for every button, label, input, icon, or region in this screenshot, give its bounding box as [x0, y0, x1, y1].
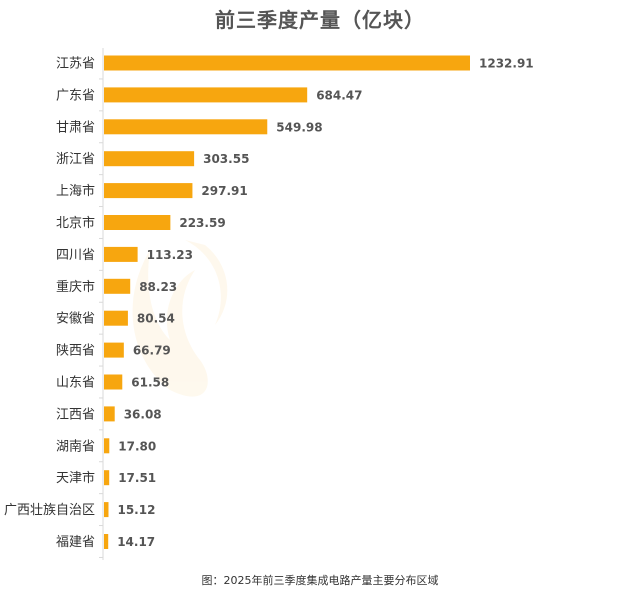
bar-row: 湖南省 17.80 — [56, 438, 156, 463]
value-label: 1232.91 — [479, 57, 534, 71]
category-label: 江苏省 — [56, 56, 95, 72]
category-label: 陕西省 — [56, 344, 95, 359]
bar — [104, 151, 195, 167]
bar-row: 四川省 113.23 — [56, 246, 193, 271]
bar — [104, 470, 110, 486]
bar-row: 福建省 14.17 — [56, 534, 155, 558]
bar — [104, 119, 268, 135]
bar — [104, 278, 131, 294]
value-label: 223.59 — [179, 216, 225, 230]
value-label: 303.55 — [203, 152, 249, 166]
value-label: 66.79 — [133, 344, 171, 358]
bar — [104, 374, 123, 390]
category-label: 湖南省 — [56, 438, 95, 454]
bar — [104, 406, 115, 422]
bar-row: 上海市 297.91 — [56, 183, 248, 208]
value-label: 297.91 — [201, 184, 247, 198]
category-label: 山东省 — [56, 376, 95, 391]
bar — [104, 342, 124, 358]
category-label: 广西壮族自治区 — [4, 502, 95, 518]
bar-row: 江西省 36.08 — [56, 406, 162, 431]
value-label: 80.54 — [137, 312, 175, 326]
bar-row: 甘肃省 549.98 — [56, 119, 323, 144]
category-label: 广东省 — [56, 88, 95, 103]
bar — [104, 215, 171, 230]
bar-row: 重庆市 88.23 — [56, 278, 177, 303]
bar — [104, 534, 109, 549]
category-label: 江西省 — [56, 407, 95, 422]
bar — [104, 438, 110, 454]
category-label: 甘肃省 — [56, 120, 95, 135]
value-label: 113.23 — [147, 248, 193, 262]
bar-row: 安徽省 80.54 — [56, 310, 175, 335]
bar — [104, 246, 138, 262]
bar — [104, 183, 193, 199]
value-label: 88.23 — [139, 280, 177, 294]
bars-layer: 江苏省 1232.91 广东省 684.47 甘肃省 549.98 浙江省 303.55 上海市… — [4, 55, 534, 558]
category-label: 北京市 — [56, 215, 95, 231]
bar-row: 陕西省 66.79 — [56, 342, 171, 367]
value-label: 684.47 — [316, 88, 362, 102]
value-label: 14.17 — [117, 535, 155, 549]
bar-row: 山东省 61.58 — [56, 374, 169, 399]
value-label: 17.80 — [118, 439, 156, 453]
category-label: 安徽省 — [56, 312, 95, 327]
bar-row: 广西壮族自治区 15.12 — [4, 502, 155, 527]
category-label: 重庆市 — [56, 279, 95, 295]
value-label: 15.12 — [117, 503, 155, 517]
bar — [104, 310, 128, 326]
bar — [104, 55, 470, 71]
bar-row: 江苏省 1232.91 — [56, 55, 534, 80]
bar-row: 广东省 684.47 — [56, 87, 363, 112]
chart-caption: 图：2025年前三季度集成电路产量主要分布区域 — [201, 574, 439, 587]
value-label: 36.08 — [124, 407, 162, 421]
bar-row: 北京市 223.59 — [56, 215, 226, 239]
category-label: 上海市 — [56, 183, 95, 199]
bar — [104, 87, 308, 103]
category-label: 天津市 — [56, 470, 95, 486]
value-label: 549.98 — [276, 120, 322, 134]
value-label: 61.58 — [131, 376, 169, 390]
bar-row: 天津市 17.51 — [56, 470, 156, 495]
category-label: 福建省 — [56, 535, 95, 550]
bar — [104, 502, 109, 518]
watermark-logo — [132, 240, 228, 397]
bar-row: 浙江省 303.55 — [56, 151, 249, 176]
category-label: 四川省 — [56, 248, 95, 263]
chart-title: 前三季度产量（亿块） — [215, 8, 425, 32]
value-label: 17.51 — [118, 471, 156, 485]
category-label: 浙江省 — [56, 152, 95, 167]
